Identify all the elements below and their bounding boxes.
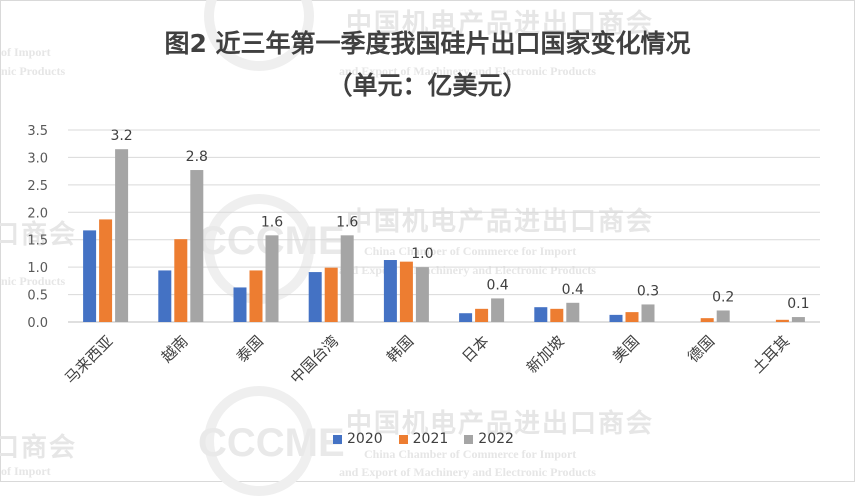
- y-tick-label: 2.0: [27, 206, 48, 221]
- bar-2021-8: [700, 318, 714, 322]
- x-category-label: 越南: [158, 332, 192, 366]
- legend-swatch: [333, 434, 342, 444]
- bar-2020-5: [459, 313, 473, 322]
- y-tick-label: 3.0: [27, 151, 48, 166]
- bar-2020-0: [83, 230, 97, 322]
- bar-2022-4: [415, 267, 429, 322]
- data-label: 1.6: [261, 214, 283, 230]
- data-label: 0.2: [712, 289, 734, 305]
- bar-2022-7: [641, 304, 655, 322]
- bar-2021-5: [475, 308, 489, 322]
- chart-legend: 2020 2021 2022: [333, 431, 514, 447]
- legend-label: 2020: [347, 431, 383, 447]
- bar-2022-9: [791, 317, 805, 322]
- bar-2021-0: [99, 219, 113, 322]
- x-category-label: 中国台湾: [287, 332, 342, 387]
- bar-2022-0: [115, 149, 129, 322]
- x-category-label: 韩国: [383, 332, 417, 366]
- x-category-label: 德国: [684, 332, 718, 366]
- x-category-label: 土耳其: [749, 332, 794, 377]
- bar-2020-7: [609, 314, 623, 322]
- bar-2021-3: [324, 267, 338, 322]
- data-label: 1.6: [336, 214, 358, 230]
- bar-2022-2: [265, 235, 279, 322]
- bar-2021-1: [174, 239, 188, 322]
- bar-2022-1: [190, 170, 204, 322]
- bar-2021-9: [775, 319, 789, 322]
- data-label: 0.3: [637, 283, 659, 299]
- y-tick-label: 0.5: [27, 289, 48, 304]
- bar-2020-3: [308, 272, 322, 322]
- bar-2022-3: [340, 235, 354, 322]
- x-category-label: 马来西亚: [61, 332, 116, 387]
- x-category-label: 新加坡: [523, 332, 568, 377]
- y-tick-label: 1.5: [27, 234, 48, 249]
- bar-2021-6: [550, 308, 564, 322]
- bar-2020-6: [534, 307, 548, 322]
- bar-2020-2: [233, 287, 247, 322]
- y-tick-label: 0.0: [27, 316, 48, 331]
- chart-subtitle: （单元：亿美元）: [327, 71, 528, 100]
- legend-swatch: [398, 434, 408, 444]
- legend-item: 2020: [333, 431, 383, 447]
- legend-item: 2022: [464, 431, 514, 447]
- bar-2022-6: [566, 302, 580, 322]
- y-tick-label: 3.5: [27, 124, 48, 139]
- x-category-label: 泰国: [233, 332, 267, 366]
- bar-2022-5: [491, 298, 505, 322]
- data-label: 3.2: [110, 128, 132, 144]
- bar-2022-8: [716, 310, 730, 322]
- legend-label: 2021: [412, 431, 449, 447]
- legend-item: 2021: [398, 431, 449, 447]
- data-label: 0.4: [486, 277, 508, 293]
- bar-2020-4: [383, 260, 397, 322]
- data-label: 1.0: [411, 246, 433, 262]
- bar-2020-1: [158, 270, 172, 322]
- x-category-label: 日本: [458, 332, 492, 366]
- chart-title: 图2 近三年第一季度我国硅片出口国家变化情况: [164, 29, 691, 58]
- bar-2021-7: [625, 312, 639, 322]
- legend-swatch: [464, 434, 474, 444]
- data-label: 2.8: [186, 149, 208, 165]
- data-label: 0.1: [787, 296, 809, 312]
- y-tick-label: 2.5: [27, 179, 48, 194]
- x-category-label: 美国: [609, 332, 643, 366]
- legend-label: 2022: [478, 431, 514, 447]
- bar-2021-4: [399, 261, 413, 322]
- y-tick-label: 1.0: [27, 261, 48, 276]
- bar-chart: 0.0 0.5 1.0 1.5 2.0 2.5 3.0 3.5 3.2 马来西亚 2.8 越南 1.6 泰…: [27, 124, 820, 387]
- data-label: 0.4: [562, 282, 584, 298]
- bar-2021-2: [249, 270, 263, 322]
